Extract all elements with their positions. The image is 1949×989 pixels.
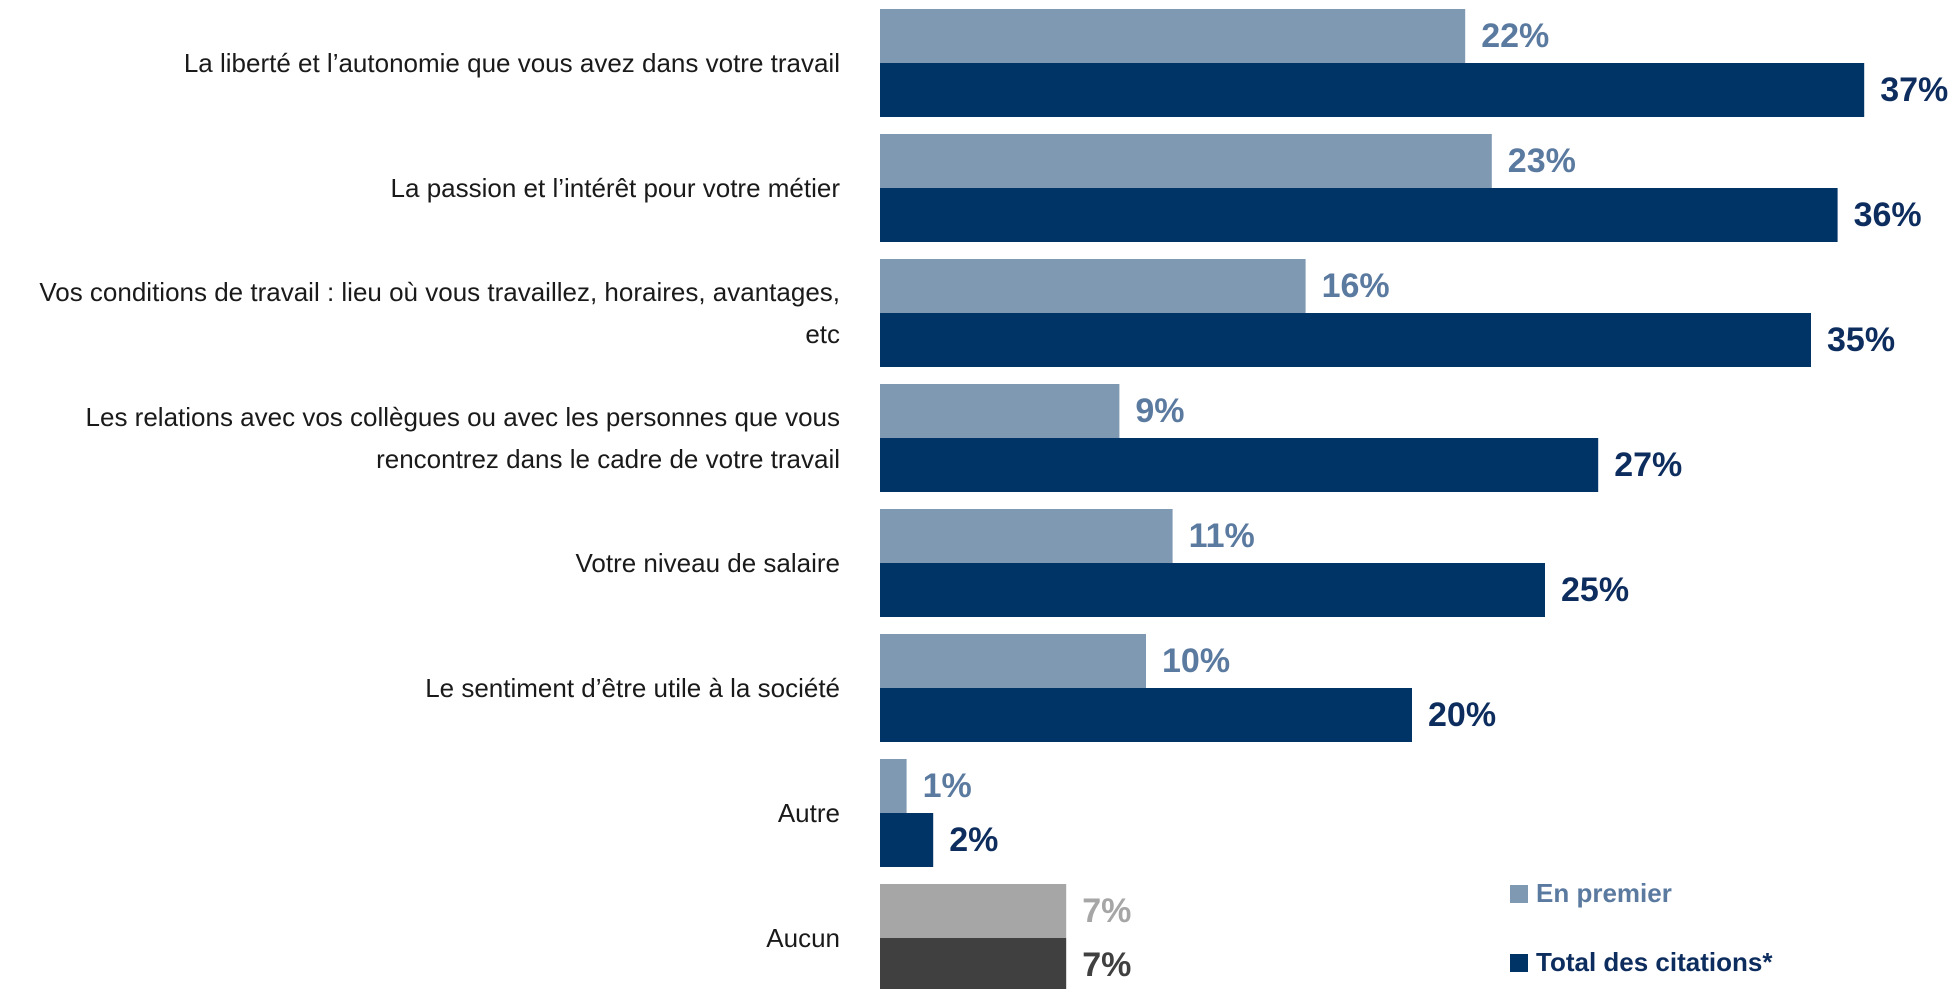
value-label: 37%: [1880, 71, 1948, 109]
category-label: La liberté et l’autonomie que vous avez …: [183, 48, 840, 78]
category-label: Le sentiment d’être utile à la société: [425, 673, 840, 703]
legend-swatch: [1510, 885, 1528, 903]
category-label: Autre: [777, 798, 840, 828]
value-label: 16%: [1322, 267, 1390, 305]
bar: [880, 759, 907, 813]
bar: [880, 563, 1545, 617]
bar: [880, 884, 1067, 938]
bar: [880, 63, 1865, 117]
category-label: La passion et l’intérêt pour votre métie…: [390, 173, 840, 203]
value-label: 7%: [1082, 946, 1131, 984]
category-label: Vos conditions de travail : lieu où vous…: [39, 277, 840, 349]
value-label: 25%: [1561, 571, 1629, 609]
bar: [880, 259, 1306, 313]
value-label: 35%: [1827, 321, 1895, 359]
value-label: 22%: [1481, 17, 1549, 55]
value-label: 27%: [1614, 446, 1682, 484]
bar: [880, 438, 1599, 492]
value-label: 2%: [949, 821, 998, 859]
value-label: 11%: [1189, 517, 1255, 555]
bar: [880, 509, 1173, 563]
value-label: 23%: [1508, 142, 1576, 180]
legend-label: En premier: [1536, 878, 1672, 908]
value-label: 10%: [1162, 642, 1230, 680]
value-label: 9%: [1135, 392, 1184, 430]
bar: [880, 134, 1492, 188]
legend-label: Total des citations*: [1536, 947, 1773, 977]
bar: [880, 188, 1838, 242]
category-label: Votre niveau de salaire: [575, 548, 840, 578]
bar: [880, 634, 1146, 688]
value-label: 36%: [1854, 196, 1922, 234]
value-label: 7%: [1082, 892, 1131, 930]
category-label: Aucun: [766, 923, 840, 953]
bar: [880, 813, 934, 867]
bar: [880, 313, 1811, 367]
bar: [880, 384, 1120, 438]
legend-swatch: [1510, 954, 1528, 972]
bar: [880, 688, 1412, 742]
bar: [880, 9, 1466, 63]
value-label: 20%: [1428, 696, 1496, 734]
bar: [880, 938, 1067, 989]
value-label: 1%: [923, 767, 972, 805]
category-label: Les relations avec vos collègues ou avec…: [85, 402, 840, 474]
